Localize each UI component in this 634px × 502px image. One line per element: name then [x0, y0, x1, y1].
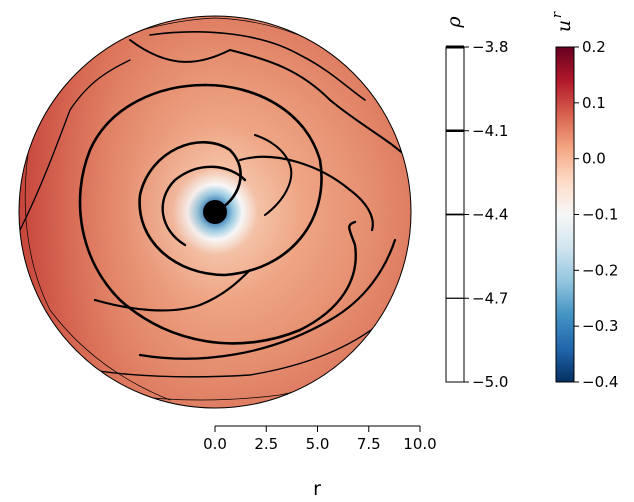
central-core — [203, 200, 227, 224]
ur-colorbar-title-base: u — [553, 20, 575, 32]
ur-colorbar-title: u r — [550, 11, 575, 32]
r-axis-tick-label: 2.5 — [254, 435, 278, 453]
ur-colorbar-fill — [556, 47, 574, 382]
rho-tick-label: −4.7 — [472, 289, 508, 307]
ur-colorbar: 0.2 0.1 0.0 −0.1 −0.2 −0.3 −0.4 — [555, 38, 618, 391]
density-contour — [298, 220, 357, 332]
ur-tick-label: 0.1 — [582, 94, 606, 112]
r-axis-tick-label: 5.0 — [306, 435, 330, 453]
rho-tick-label: −3.8 — [472, 38, 508, 56]
density-contour — [254, 134, 293, 216]
density-contour — [19, 59, 131, 231]
density-contour — [78, 83, 302, 345]
r-axis-tick-label: 10.0 — [403, 435, 436, 453]
rho-tick-label: −5.0 — [472, 373, 508, 391]
rho-colorbar-title: ρ — [443, 16, 465, 29]
rho-tick-label: −4.1 — [472, 122, 508, 140]
r-axis: 0.0 2.5 5.0 7.5 10.0 — [203, 425, 437, 453]
ur-tick-label: 0.0 — [582, 150, 606, 168]
ur-tick-label: −0.4 — [582, 373, 618, 391]
polar-plot — [18, 15, 412, 409]
r-axis-title: r — [313, 478, 321, 500]
density-contour — [238, 155, 374, 232]
density-contour — [138, 83, 323, 277]
density-contour — [149, 31, 366, 101]
ur-colorbar-title-superscript: r — [550, 11, 565, 18]
density-contour — [138, 238, 397, 360]
density-contour — [24, 139, 171, 401]
r-axis-tick-label: 7.5 — [357, 435, 381, 453]
rho-colorbar: −3.8 −4.1 −4.4 −4.7 −5.0 — [445, 38, 508, 391]
density-contour — [161, 165, 247, 247]
ur-tick-label: −0.1 — [582, 206, 618, 224]
r-axis-tick-label: 0.0 — [203, 435, 227, 453]
density-contour — [129, 39, 411, 161]
ur-tick-label: 0.2 — [582, 38, 606, 56]
ur-tick-label: −0.2 — [582, 261, 618, 279]
rho-tick-label: −4.4 — [472, 206, 508, 224]
density-contour — [93, 268, 252, 312]
disk-border — [18, 15, 412, 409]
ur-tick-label: −0.3 — [582, 317, 618, 335]
